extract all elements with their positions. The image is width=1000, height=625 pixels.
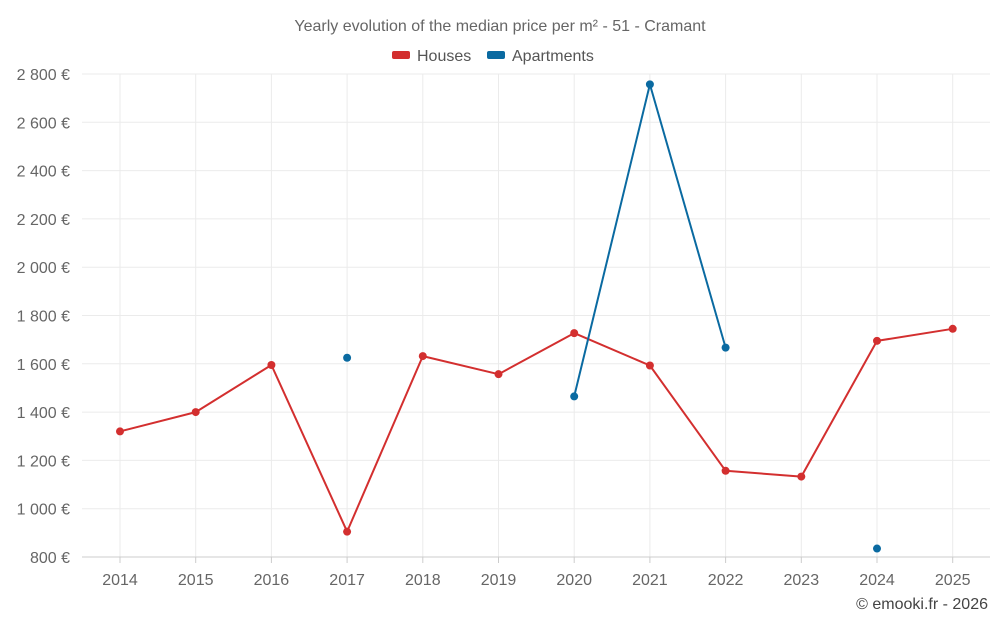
x-tick-label: 2022	[708, 572, 744, 589]
x-tick-label: 2014	[102, 572, 138, 589]
y-tick-label: 2 600 €	[17, 115, 70, 132]
data-point-houses-2020[interactable]	[570, 329, 579, 338]
x-gridlines	[119, 74, 954, 563]
series-layer	[116, 80, 957, 553]
legend-label-houses: Houses	[417, 48, 471, 65]
x-tick-label: 2024	[859, 572, 895, 589]
x-tick-label: 2016	[254, 572, 290, 589]
data-point-houses-2018[interactable]	[418, 352, 427, 361]
chart-title: Yearly evolution of the median price per…	[294, 18, 706, 35]
y-tick-label: 2 000 €	[17, 260, 70, 277]
data-point-apartments-2024[interactable]	[873, 544, 881, 553]
series-apartments	[343, 80, 881, 553]
data-point-houses-2025[interactable]	[948, 324, 957, 333]
x-tick-label: 2019	[481, 572, 517, 589]
data-point-houses-2023[interactable]	[797, 472, 806, 481]
x-tick-label: 2017	[329, 572, 365, 589]
legend: Houses Apartments	[392, 48, 594, 65]
x-tick-label: 2018	[405, 572, 441, 589]
data-point-apartments-2017[interactable]	[343, 353, 352, 362]
legend-swatch-houses	[392, 51, 410, 59]
legend-swatch-apartments	[487, 51, 505, 59]
x-axis-labels: 2014 2015 2016 2017 2018 2019 2020 2021 2022 2023…	[102, 572, 970, 589]
y-tick-label: 800 €	[30, 550, 70, 567]
y-tick-label: 2 200 €	[17, 212, 70, 229]
y-tick-label: 1 600 €	[17, 357, 70, 374]
series-houses	[116, 324, 957, 536]
data-point-apartments-2022[interactable]	[721, 343, 730, 352]
legend-item-apartments[interactable]: Apartments	[487, 48, 594, 65]
data-point-apartments-2020[interactable]	[570, 392, 579, 401]
legend-label-apartments: Apartments	[512, 48, 594, 65]
y-tick-label: 1 000 €	[17, 502, 70, 519]
data-point-houses-2022[interactable]	[721, 466, 730, 475]
y-gridlines	[82, 73, 990, 558]
y-tick-label: 1 800 €	[17, 309, 70, 326]
credit-text: © emooki.fr - 2026	[856, 596, 988, 613]
data-point-houses-2016[interactable]	[267, 361, 276, 370]
data-point-houses-2019[interactable]	[494, 370, 503, 379]
y-tick-label: 1 200 €	[17, 453, 70, 470]
x-tick-label: 2021	[632, 572, 668, 589]
data-point-houses-2024[interactable]	[873, 336, 881, 345]
series-line-houses	[119, 327, 953, 533]
legend-item-houses[interactable]: Houses	[392, 48, 471, 65]
data-point-houses-2017[interactable]	[343, 527, 352, 536]
y-tick-label: 2 400 €	[17, 164, 70, 181]
x-tick-label: 2015	[178, 572, 214, 589]
y-tick-label: 1 400 €	[17, 405, 70, 422]
data-point-houses-2021[interactable]	[645, 361, 654, 370]
y-tick-label: 2 800 €	[17, 67, 70, 84]
x-tick-label: 2023	[784, 572, 820, 589]
x-tick-label: 2020	[556, 572, 592, 589]
y-axis-labels: 800 € 1 000 € 1 200 € 1 400 € 1 600 € 1 800 €…	[17, 67, 70, 567]
data-point-houses-2015[interactable]	[191, 408, 200, 417]
x-tick-label: 2025	[935, 572, 971, 589]
data-point-apartments-2021[interactable]	[645, 80, 654, 89]
data-point-houses-2014[interactable]	[116, 427, 124, 436]
